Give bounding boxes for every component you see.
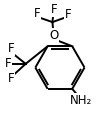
Text: F: F bbox=[8, 72, 15, 85]
Text: NH₂: NH₂ bbox=[70, 94, 92, 107]
Text: F: F bbox=[65, 8, 71, 21]
Text: O: O bbox=[49, 29, 58, 42]
Text: F: F bbox=[34, 7, 40, 20]
Text: F: F bbox=[51, 3, 57, 16]
Text: F: F bbox=[5, 57, 11, 70]
Text: F: F bbox=[8, 42, 15, 55]
